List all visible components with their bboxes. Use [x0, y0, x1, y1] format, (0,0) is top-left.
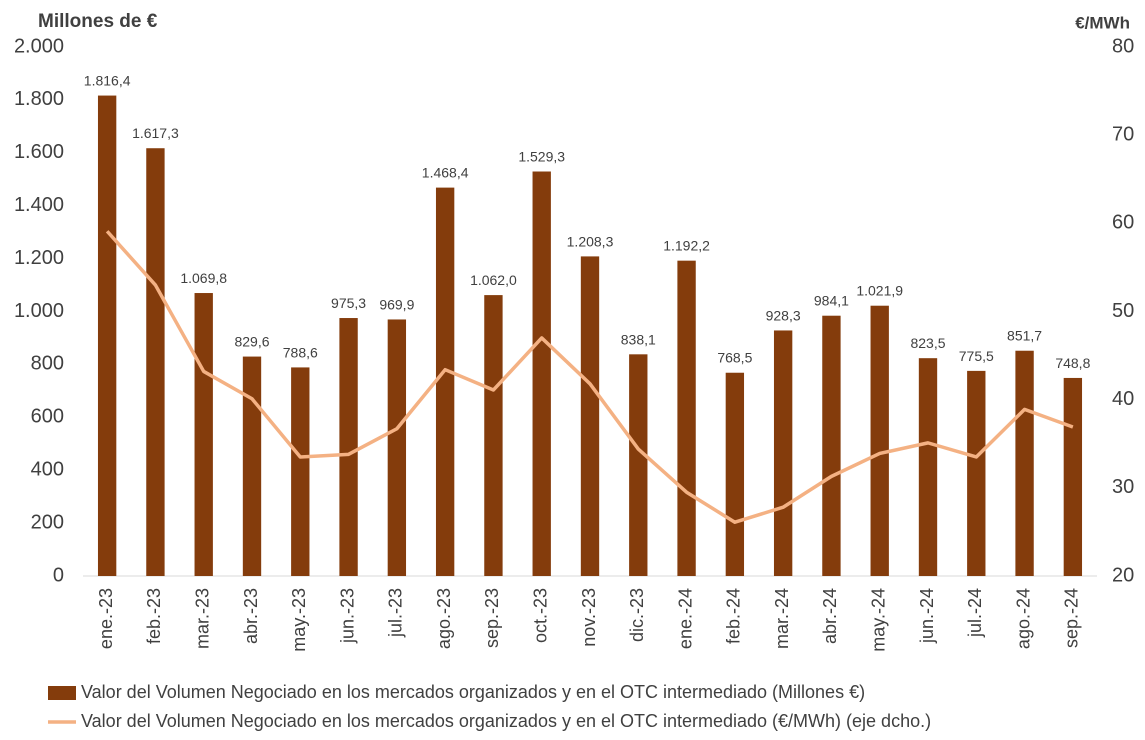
legend-label: Valor del Volumen Negociado en los merca… — [81, 711, 931, 731]
bar — [677, 260, 696, 576]
x-tick-label: jun.-23 — [337, 588, 357, 644]
value-label: 1.468,4 — [422, 165, 469, 181]
bar — [387, 319, 407, 576]
bar — [870, 305, 889, 576]
x-tick-label: ene.-23 — [96, 588, 116, 649]
y2-tick-label: 30 — [1112, 476, 1134, 498]
value-label: 768,5 — [717, 350, 752, 366]
x-tick-label: ago.-23 — [434, 588, 454, 649]
x-tick-label: may.-24 — [868, 588, 888, 652]
bar — [1015, 350, 1034, 576]
x-tick-label: ene.-24 — [675, 588, 695, 649]
y-tick-label: 800 — [31, 353, 64, 375]
value-label: 969,9 — [379, 296, 414, 312]
x-tick-label: mar.-24 — [772, 588, 792, 649]
bar — [1063, 377, 1083, 576]
x-tick-label: feb.-24 — [724, 588, 744, 644]
x-tick-label: feb.-23 — [144, 588, 164, 644]
value-label: 1.208,3 — [567, 233, 614, 249]
y-tick-label: 1.600 — [14, 141, 64, 163]
x-tick-label: dic.-23 — [627, 588, 647, 642]
x-tick-label: oct.-23 — [530, 588, 550, 643]
value-label: 1.062,0 — [470, 272, 517, 288]
bar — [339, 318, 358, 576]
value-label: 928,3 — [766, 307, 801, 323]
value-label: 838,1 — [621, 331, 656, 347]
bar — [967, 370, 986, 576]
bar — [484, 295, 503, 576]
value-label: 775,5 — [959, 348, 994, 364]
y2-tick-label: 80 — [1112, 35, 1134, 57]
x-tick-label: nov.-23 — [579, 588, 599, 647]
bar — [194, 293, 213, 576]
x-tick-label: mar.-23 — [192, 588, 212, 649]
y-tick-label: 200 — [31, 511, 64, 533]
bar — [725, 372, 745, 576]
legend-swatch — [48, 686, 76, 700]
y-tick-label: 600 — [31, 406, 64, 428]
y-tick-label: 1.000 — [14, 300, 64, 322]
value-label: 748,8 — [1055, 355, 1090, 371]
value-label: 1.529,3 — [518, 149, 565, 165]
y-tick-label: 1.400 — [14, 194, 64, 216]
bar — [918, 358, 938, 576]
bar — [773, 330, 793, 576]
x-tick-label: ago.-24 — [1013, 588, 1033, 649]
value-label: 788,6 — [283, 344, 318, 360]
bar — [629, 354, 648, 576]
bar — [146, 148, 165, 576]
value-label: 851,7 — [1007, 328, 1042, 344]
bar — [532, 171, 551, 576]
x-tick-label: sep.-23 — [482, 588, 502, 648]
x-tick-label: jul.-23 — [386, 588, 406, 638]
value-label: 1.192,2 — [663, 238, 710, 254]
value-label: 1.617,3 — [132, 125, 179, 141]
value-label: 984,1 — [814, 293, 849, 309]
value-label: 975,3 — [331, 295, 366, 311]
y2-tick-label: 40 — [1112, 388, 1134, 410]
y-tick-label: 2.000 — [14, 35, 64, 57]
legend-label: Valor del Volumen Negociado en los merca… — [81, 682, 865, 702]
y2-tick-label: 20 — [1112, 564, 1134, 586]
y2-axis-title: €/MWh — [1075, 13, 1130, 32]
x-tick-label: may.-23 — [289, 588, 309, 652]
x-tick-label: abr.-23 — [241, 588, 261, 644]
x-tick-label: sep.-24 — [1062, 588, 1082, 648]
bar — [580, 256, 600, 576]
value-label: 829,6 — [234, 334, 269, 350]
y-tick-label: 1.200 — [14, 247, 64, 269]
value-label: 1.069,8 — [180, 270, 227, 286]
x-tick-label: jun.-24 — [917, 588, 937, 644]
y-tick-label: 400 — [31, 458, 64, 480]
bar — [291, 367, 310, 576]
x-tick-label: jul.-24 — [965, 588, 985, 638]
y2-tick-label: 70 — [1112, 123, 1134, 145]
bar — [822, 315, 841, 576]
value-label: 823,5 — [910, 335, 945, 351]
y-axis-title: Millones de € — [38, 11, 158, 32]
line — [105, 230, 1074, 524]
x-tick-label: abr.-24 — [820, 588, 840, 644]
y-tick-label: 1.800 — [14, 88, 64, 110]
bar — [435, 187, 455, 576]
bar — [97, 95, 117, 577]
value-label: 1.816,4 — [84, 73, 131, 89]
y2-tick-label: 50 — [1112, 300, 1134, 322]
value-label: 1.021,9 — [856, 283, 903, 299]
y2-tick-label: 60 — [1112, 212, 1134, 234]
bar — [242, 356, 262, 576]
y-tick-label: 0 — [53, 564, 64, 586]
